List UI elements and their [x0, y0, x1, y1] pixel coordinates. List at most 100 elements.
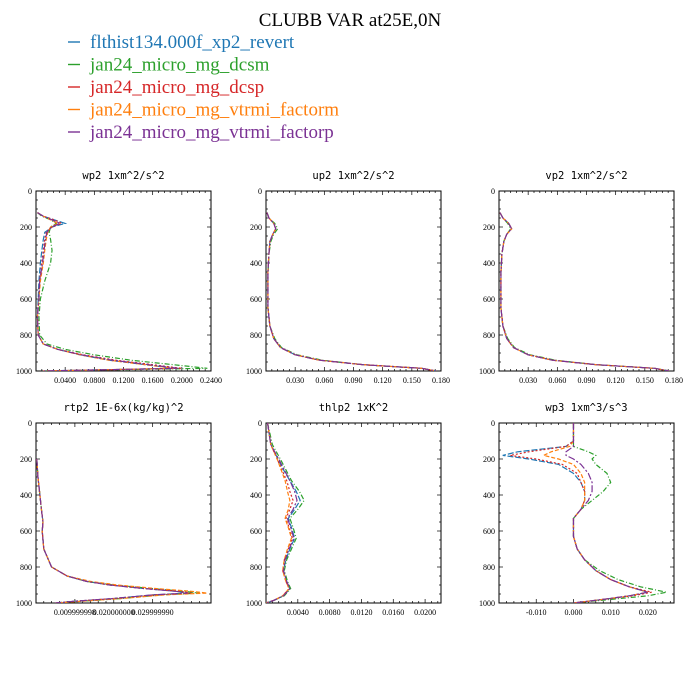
- panel-title: wp2 1xm^2/s^2: [82, 170, 164, 182]
- plot-frame: [35, 422, 212, 604]
- series-line: [36, 212, 179, 371]
- y-tick-label: 400: [483, 259, 495, 268]
- y-tick-label: 400: [250, 491, 262, 500]
- series-line: [266, 212, 437, 371]
- series-line: [499, 212, 670, 371]
- y-tick-label: 600: [483, 295, 495, 304]
- series-line: [266, 423, 298, 603]
- x-tick-label: 0.060: [548, 376, 566, 385]
- y-tick-label: 1000: [246, 367, 262, 376]
- x-tick-label: 0.0400: [54, 376, 76, 385]
- y-tick-label: 200: [20, 223, 32, 232]
- plot-frame: [498, 190, 675, 372]
- series-line: [510, 423, 652, 603]
- series-line: [499, 212, 670, 371]
- y-tick-label: 600: [250, 527, 262, 536]
- y-tick-label: 600: [20, 295, 32, 304]
- x-tick-label: 0.020: [639, 608, 657, 617]
- y-tick-label: 0: [491, 187, 495, 196]
- y-tick-label: 600: [250, 295, 262, 304]
- chart-panel: thlp2 1xK^2 0 200 400 600 800 1000 0.0040 0.0080…: [246, 402, 442, 617]
- panel-title: vp2 1xm^2/s^2: [545, 170, 627, 182]
- x-tick-label: 0.0080: [319, 608, 341, 617]
- x-tick-label: 0.120: [607, 376, 625, 385]
- chart-panel: vp2 1xm^2/s^2 0 200 400 600 800 1000 0.030 0.060…: [479, 170, 683, 385]
- x-tick-label: 0.0800: [83, 376, 105, 385]
- y-tick-label: 400: [250, 259, 262, 268]
- series-line: [36, 212, 182, 371]
- series-line: [266, 423, 294, 603]
- y-tick-label: 200: [483, 223, 495, 232]
- x-tick-label: 0.060: [315, 376, 333, 385]
- y-tick-label: 200: [250, 455, 262, 464]
- legend-entry: flthist134.000f_xp2_revert: [90, 32, 295, 53]
- series-line: [36, 458, 188, 603]
- x-tick-label: 0.0120: [350, 608, 372, 617]
- series-line: [266, 423, 305, 603]
- chart-panel: rtp2 1E-6x(kg/kg)^2 0 200 400 600 800 1000 0.00…: [16, 402, 212, 617]
- series-line: [266, 212, 437, 371]
- y-tick-label: 0: [28, 187, 32, 196]
- x-tick-label: 0.090: [345, 376, 363, 385]
- legend-entry: jan24_micro_mg_vtrmi_factorm: [89, 100, 339, 121]
- x-tick-label: 0.2000: [171, 376, 193, 385]
- x-tick-label: 0.009999998: [54, 608, 96, 617]
- y-tick-label: 200: [250, 223, 262, 232]
- y-tick-label: 0: [258, 419, 262, 428]
- series-line: [499, 212, 670, 371]
- x-tick-label: -0.010: [526, 608, 547, 617]
- x-tick-label: 0.1600: [142, 376, 164, 385]
- x-tick-label: 0.1200: [113, 376, 135, 385]
- y-tick-label: 1000: [479, 367, 495, 376]
- panel-title: thlp2 1xK^2: [319, 402, 389, 414]
- y-tick-label: 800: [250, 331, 262, 340]
- chart-panel: wp3 1xm^3/s^3 0 200 400 600 800 1000 -0.010 0.00…: [479, 402, 675, 617]
- x-tick-label: 0.2400: [200, 376, 222, 385]
- series-line: [541, 423, 649, 603]
- panels: wp2 1xm^2/s^2 0 200 400 600 800 1000 0.0400 0.08…: [16, 170, 683, 617]
- series-line: [565, 423, 649, 603]
- x-tick-label: 0.030: [519, 376, 537, 385]
- x-tick-label: 0.150: [403, 376, 421, 385]
- y-tick-label: 600: [483, 527, 495, 536]
- y-tick-label: 800: [483, 563, 495, 572]
- x-tick-label: 0.120: [374, 376, 392, 385]
- y-tick-label: 800: [483, 331, 495, 340]
- plot-frame: [35, 190, 212, 372]
- panel-title: rtp2 1E-6x(kg/kg)^2: [63, 402, 183, 414]
- legend-entry: jan24_micro_mg_dcsp: [89, 77, 264, 98]
- series-line: [36, 458, 200, 603]
- x-tick-label: 0.090: [578, 376, 596, 385]
- plot-frame: [498, 422, 675, 604]
- series-line: [499, 212, 670, 371]
- series-line: [37, 212, 208, 371]
- x-tick-label: 0.010: [602, 608, 620, 617]
- series-line: [572, 423, 667, 603]
- y-tick-label: 200: [20, 455, 32, 464]
- series-line: [266, 212, 437, 371]
- x-tick-label: 0.180: [665, 376, 683, 385]
- series-line: [266, 212, 437, 371]
- chart-panel: up2 1xm^2/s^2 0 200 400 600 800 1000 0.030 0.060…: [246, 170, 450, 385]
- y-tick-label: 600: [20, 527, 32, 536]
- y-tick-label: 400: [483, 491, 495, 500]
- x-tick-label: 0.029999990: [132, 608, 174, 617]
- panel-title: wp3 1xm^3/s^3: [545, 402, 627, 414]
- x-tick-label: 0.0160: [382, 608, 404, 617]
- x-tick-label: 0.150: [636, 376, 654, 385]
- y-tick-label: 0: [28, 419, 32, 428]
- panel-title: up2 1xm^2/s^2: [312, 170, 394, 182]
- legend-entry: jan24_micro_mg_dcsm: [89, 55, 270, 76]
- series-line: [36, 458, 208, 603]
- plot-frame: [265, 190, 442, 372]
- series-line: [266, 423, 293, 603]
- y-tick-label: 1000: [16, 599, 32, 608]
- y-tick-label: 400: [20, 259, 32, 268]
- y-tick-label: 0: [491, 419, 495, 428]
- y-tick-label: 1000: [16, 367, 32, 376]
- x-tick-label: 0.180: [432, 376, 450, 385]
- series-line: [36, 458, 192, 603]
- series-line: [502, 423, 649, 603]
- y-tick-label: 200: [483, 455, 495, 464]
